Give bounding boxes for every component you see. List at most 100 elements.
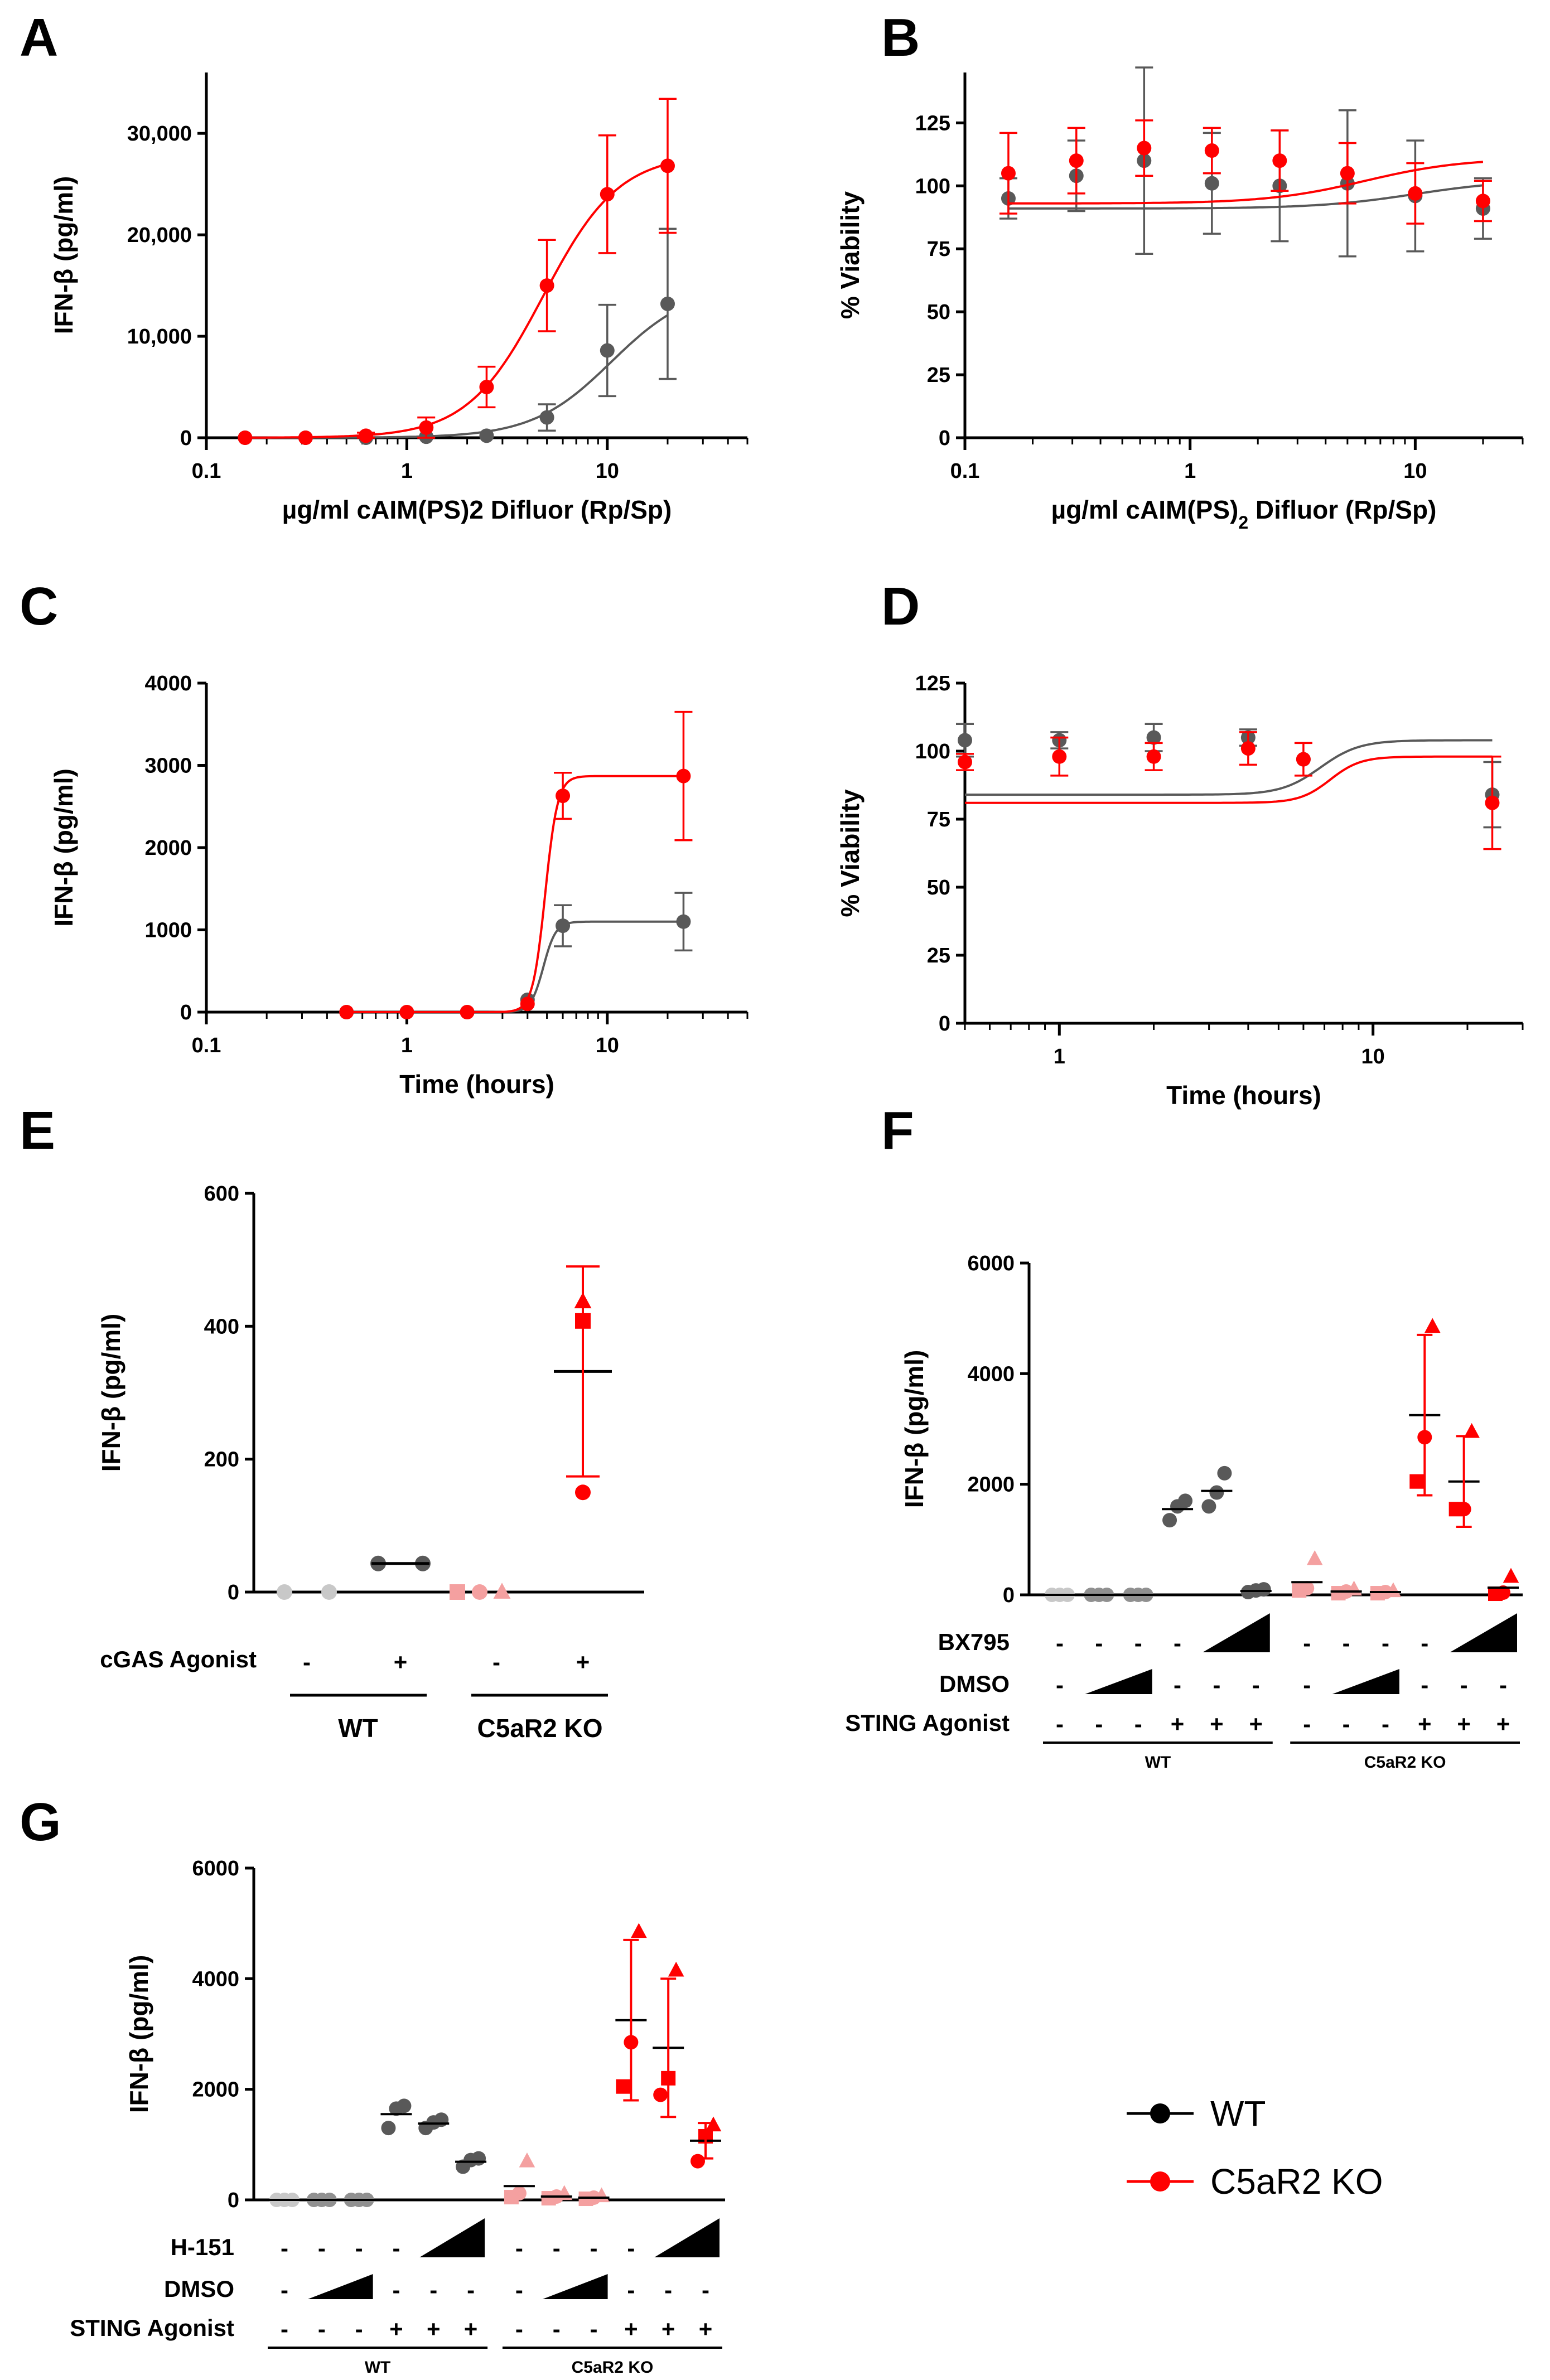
row-value: - bbox=[515, 2235, 523, 2261]
row-value: - bbox=[515, 2277, 523, 2303]
y-tick-label: 125 bbox=[915, 672, 950, 695]
fit-curve bbox=[346, 775, 684, 1013]
panel-label-e: E bbox=[20, 1101, 55, 1160]
row-value: - bbox=[1174, 1672, 1181, 1698]
data-point bbox=[381, 2121, 396, 2136]
y-tick-label: 10,000 bbox=[127, 325, 192, 349]
column-9 bbox=[615, 1923, 647, 2102]
column-1 bbox=[370, 1555, 431, 1571]
y-tick-label: 20,000 bbox=[127, 224, 192, 247]
column-4 bbox=[418, 2112, 450, 2136]
row-value: - bbox=[702, 2277, 709, 2303]
data-point bbox=[419, 420, 434, 435]
x-axis-label: µg/ml cAIM(PS)2 Difluor (Rp/Sp) bbox=[282, 495, 672, 524]
panel-label-b: B bbox=[881, 8, 920, 67]
row-value: - bbox=[318, 2235, 326, 2261]
legend: WT C5aR2 KO bbox=[1127, 2093, 1383, 2202]
data-point bbox=[1256, 1582, 1271, 1597]
panel-label-f: F bbox=[881, 1101, 914, 1160]
column-10 bbox=[1448, 1423, 1480, 1528]
y-tick-label: 6000 bbox=[967, 1252, 1015, 1275]
chart-d: 0 25 50 75 100 125 % Viability 1 10 Time (hours) bbox=[836, 672, 1524, 1110]
column-7 bbox=[1330, 1580, 1362, 1601]
data-point bbox=[1306, 1550, 1323, 1565]
row-value: - bbox=[355, 2316, 363, 2342]
fit-curve bbox=[1008, 161, 1484, 205]
group-label: C5aR2 KO bbox=[572, 2358, 654, 2377]
y-tick-label: 400 bbox=[204, 1315, 239, 1338]
x-ticks: 0.1 1 10 bbox=[192, 438, 749, 483]
row-value: + bbox=[1418, 1711, 1432, 1737]
column-3 bbox=[380, 2098, 412, 2136]
data-point bbox=[479, 428, 494, 443]
data-point bbox=[1052, 749, 1067, 764]
legend-wt-marker bbox=[1150, 2103, 1170, 2123]
row-value: + bbox=[576, 1649, 590, 1675]
data-point bbox=[238, 430, 253, 445]
row-value: - bbox=[467, 2277, 475, 2303]
row-value: - bbox=[429, 2277, 437, 2303]
y-tick-label: 100 bbox=[915, 175, 950, 198]
y-axis-label: % Viability bbox=[836, 789, 865, 917]
series-c5ar2-ko bbox=[238, 98, 677, 445]
y-axis-label: IFN-β (pg/ml) bbox=[49, 176, 78, 335]
column-7 bbox=[540, 2185, 573, 2206]
fit-curve bbox=[245, 163, 668, 439]
panel-label-g: G bbox=[20, 1792, 61, 1852]
series-c5ar2-ko bbox=[956, 731, 1501, 850]
data-point bbox=[1475, 194, 1490, 209]
row-value: + bbox=[1249, 1711, 1263, 1737]
y-tick-label: 2000 bbox=[192, 2078, 239, 2102]
legend-wt-label: WT bbox=[1210, 2093, 1266, 2134]
y-tick-label: 1000 bbox=[144, 919, 192, 942]
row-value: - bbox=[1421, 1672, 1428, 1698]
data-point bbox=[660, 158, 675, 173]
data-point bbox=[1464, 1423, 1480, 1438]
group-label: C5aR2 KO bbox=[477, 1714, 603, 1743]
y-axis-label: IFN-β (pg/ml) bbox=[900, 1350, 929, 1508]
row-label: cGAS Agonist bbox=[100, 1646, 257, 1672]
data-point bbox=[493, 1583, 511, 1599]
x-axis-label: Time (hours) bbox=[399, 1070, 554, 1099]
row-value: + bbox=[624, 2316, 638, 2342]
row-value: - bbox=[553, 2316, 561, 2342]
y-tick-label: 0 bbox=[939, 427, 950, 450]
row-value: + bbox=[394, 1649, 408, 1675]
row-value: - bbox=[1174, 1630, 1181, 1656]
y-tick-label: 0 bbox=[180, 1001, 192, 1024]
x-tick-label: 10 bbox=[596, 1034, 619, 1057]
panel-label-d: D bbox=[881, 577, 920, 636]
fit-curve bbox=[245, 314, 669, 439]
column-11 bbox=[1488, 1568, 1519, 1602]
y-tick-label: 3000 bbox=[144, 754, 192, 778]
row-value: - bbox=[392, 2235, 400, 2261]
concentration-ramp bbox=[1203, 1613, 1270, 1652]
treatment-row-2: STING Agonist - - - + + + - - - + + + bbox=[845, 1710, 1510, 1737]
data-point bbox=[1146, 749, 1161, 764]
row-value: + bbox=[699, 2316, 713, 2342]
series-c5ar2-ko bbox=[999, 119, 1492, 225]
data-point bbox=[1178, 1493, 1193, 1508]
x-axis-label-subscript: 2 bbox=[1238, 512, 1248, 533]
data-point bbox=[479, 380, 494, 395]
fit-curve bbox=[346, 920, 684, 1013]
x-axis-label: µg/ml cAIM(PS)2 Difluor (Rp/Sp) bbox=[1051, 495, 1437, 533]
y-tick-label: 50 bbox=[927, 301, 950, 324]
column-6 bbox=[1291, 1550, 1323, 1598]
row-value: - bbox=[1382, 1630, 1389, 1656]
group-label: WT bbox=[338, 1714, 378, 1743]
row-value: - bbox=[1056, 1711, 1064, 1737]
fit-curve bbox=[1008, 184, 1484, 210]
row-value: - bbox=[627, 2235, 635, 2261]
row-value: - bbox=[392, 2277, 400, 2303]
data-point bbox=[1340, 166, 1355, 181]
y-tick-label: 2000 bbox=[967, 1473, 1015, 1497]
data-point bbox=[539, 278, 554, 293]
x-tick-label: 0.1 bbox=[192, 1034, 221, 1057]
column-8 bbox=[1369, 1582, 1402, 1601]
column-9 bbox=[1409, 1318, 1441, 1497]
row-value: - bbox=[1303, 1672, 1311, 1698]
y-ticks: 0 25 50 75 100 125 bbox=[915, 112, 965, 450]
